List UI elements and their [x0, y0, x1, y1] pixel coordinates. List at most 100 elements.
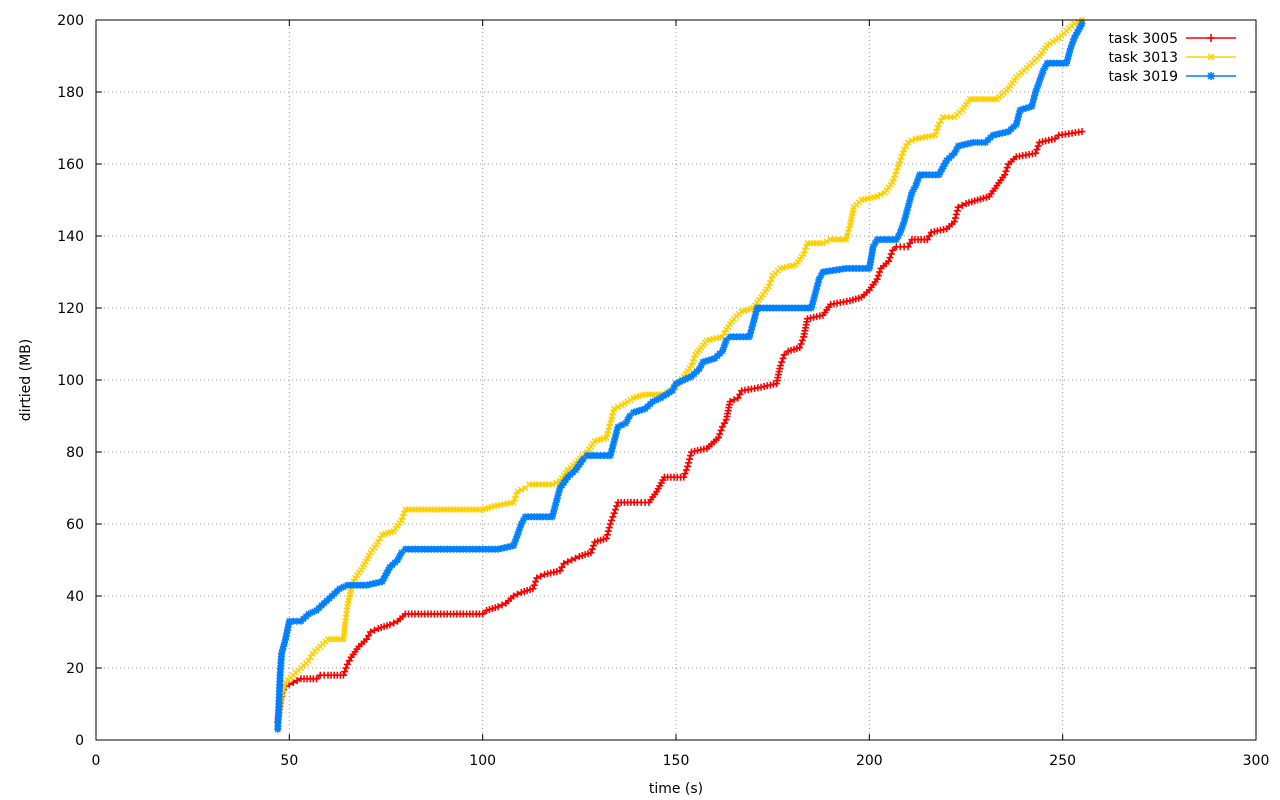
- data-point: [953, 207, 961, 215]
- data-point: [720, 419, 728, 427]
- data-point: [564, 558, 572, 566]
- data-point: [511, 495, 519, 502]
- data-point: [610, 405, 618, 412]
- y-tick-label: 100: [57, 373, 84, 389]
- data-point: [603, 531, 611, 539]
- y-tick-label: 0: [75, 733, 84, 749]
- data-point: [877, 191, 885, 198]
- data-point: [931, 132, 939, 139]
- data-point: [689, 358, 696, 366]
- data-point: [923, 236, 931, 244]
- data-point: [610, 509, 618, 517]
- data-point: [681, 470, 689, 478]
- data-point: [1078, 128, 1086, 136]
- data-point: [339, 671, 347, 679]
- data-point: [549, 481, 556, 488]
- data-point: [1032, 149, 1040, 157]
- data-point: [532, 578, 540, 586]
- data-point: [312, 675, 320, 683]
- data-point: [937, 117, 945, 124]
- data-point: [613, 502, 621, 510]
- data-point: [498, 601, 506, 609]
- legend-label: task 3019: [1108, 69, 1178, 85]
- data-point: [873, 275, 881, 283]
- data-point: [765, 283, 772, 290]
- data-point: [778, 358, 786, 366]
- data-point: [952, 210, 960, 218]
- legend-marker: [1207, 72, 1215, 80]
- data-point: [800, 250, 807, 258]
- data-point: [568, 556, 576, 564]
- data-point: [1033, 146, 1041, 154]
- data-point: [958, 201, 966, 209]
- data-point: [688, 362, 695, 369]
- data-point: [605, 524, 613, 532]
- data-point: [367, 628, 375, 636]
- y-tick-label: 180: [57, 85, 84, 101]
- data-point: [510, 499, 517, 506]
- data-point: [399, 513, 406, 520]
- data-point: [716, 430, 724, 438]
- data-point: [874, 272, 882, 280]
- data-point: [684, 462, 692, 470]
- data-point: [899, 150, 907, 157]
- data-point: [590, 542, 598, 550]
- data-point: [530, 581, 538, 589]
- series-line: [276, 130, 1083, 723]
- data-point: [680, 473, 688, 481]
- data-point: [873, 193, 881, 200]
- data-point: [893, 168, 900, 175]
- data-point: [512, 492, 520, 499]
- data-point: [908, 189, 916, 197]
- data-point: [904, 139, 912, 146]
- data-point: [933, 128, 940, 135]
- legend-label: task 3005: [1108, 31, 1178, 47]
- data-point: [801, 247, 809, 254]
- data-point: [510, 592, 518, 600]
- data-point: [887, 250, 895, 258]
- data-point: [386, 621, 394, 629]
- data-point: [587, 549, 595, 557]
- data-point: [779, 354, 787, 362]
- x-tick-label: 50: [280, 753, 298, 769]
- data-point: [736, 390, 744, 398]
- y-tick-label: 140: [57, 229, 84, 245]
- data-point: [293, 677, 301, 685]
- data-point: [798, 336, 806, 344]
- data-point: [307, 654, 314, 661]
- data-point: [494, 603, 502, 611]
- data-point: [1001, 171, 1009, 179]
- data-point: [935, 121, 943, 128]
- y-tick-label: 40: [66, 589, 84, 605]
- data-point: [305, 657, 312, 664]
- series-markers: [274, 128, 1086, 726]
- y-tick-label: 120: [57, 301, 84, 317]
- data-point: [375, 538, 382, 546]
- data-point: [537, 572, 545, 580]
- data-point: [734, 394, 742, 402]
- y-tick-label: 20: [66, 661, 84, 677]
- data-point: [1034, 142, 1042, 150]
- series-lines: [274, 16, 1086, 733]
- data-point: [552, 479, 560, 486]
- legend-marker: [1207, 53, 1215, 61]
- x-tick-label: 200: [856, 753, 883, 769]
- data-point: [377, 535, 384, 542]
- data-point: [365, 632, 373, 640]
- data-point: [560, 560, 568, 568]
- data-point: [1002, 167, 1010, 175]
- data-point: [768, 276, 775, 283]
- data-point: [611, 506, 619, 514]
- data-point: [690, 355, 698, 362]
- data-point: [897, 157, 904, 164]
- data-point: [906, 239, 914, 247]
- data-point: [891, 171, 899, 178]
- data-point: [797, 340, 805, 348]
- data-point: [529, 585, 537, 593]
- data-point: [533, 574, 541, 582]
- y-axis-label: dirtied (MB): [18, 339, 34, 421]
- data-point: [571, 554, 579, 562]
- data-point: [951, 214, 959, 222]
- series-line: [276, 19, 1083, 723]
